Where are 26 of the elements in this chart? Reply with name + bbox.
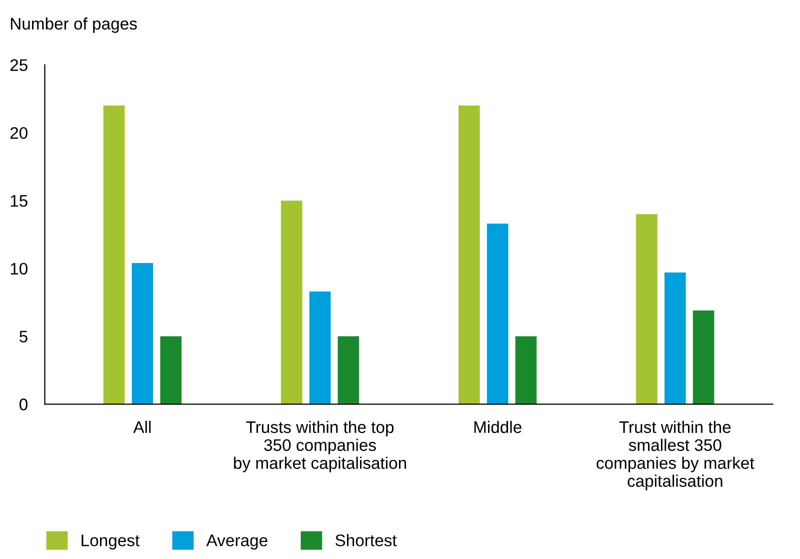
bar bbox=[458, 106, 480, 404]
bar bbox=[636, 214, 658, 404]
legend-label: Shortest bbox=[336, 534, 397, 546]
y-tick-label: 10 bbox=[10, 262, 28, 275]
bar bbox=[309, 292, 331, 404]
y-tick-label: 25 bbox=[10, 59, 28, 72]
y-tick-label: 20 bbox=[10, 127, 28, 139]
y-tick-label: 5 bbox=[20, 330, 28, 342]
bar bbox=[692, 310, 714, 404]
bar bbox=[132, 263, 154, 404]
x-tick-label: Trust within the smallest 350 companies by market capitalisation bbox=[596, 420, 754, 490]
bar bbox=[160, 336, 182, 404]
x-tick-label: Middle bbox=[474, 420, 522, 434]
x-tick-label: Trusts within the top 350 companies by market capitalisation bbox=[234, 420, 406, 472]
bar bbox=[280, 200, 302, 404]
bar bbox=[338, 336, 360, 404]
y-tick-label: 0 bbox=[20, 398, 28, 410]
bar bbox=[103, 106, 125, 404]
y-axis-title: Number of pages bbox=[10, 17, 137, 33]
legend-label: Average bbox=[206, 534, 268, 550]
bar bbox=[664, 272, 686, 404]
bar bbox=[515, 336, 537, 404]
bar bbox=[486, 224, 508, 404]
legend-label: Longest bbox=[82, 534, 140, 550]
y-tick-label: 15 bbox=[10, 195, 28, 207]
x-tick-label: All bbox=[133, 420, 151, 433]
